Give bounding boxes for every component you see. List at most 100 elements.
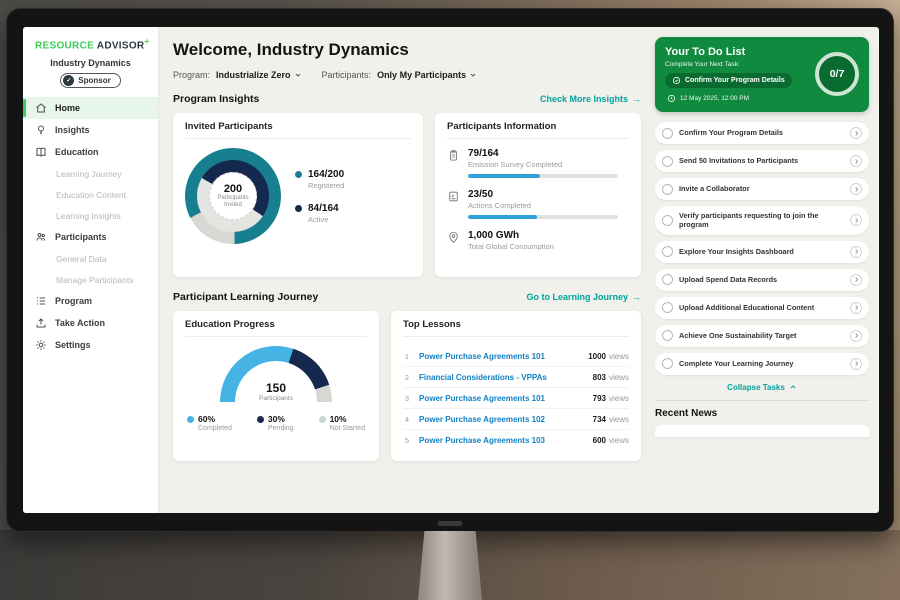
arrow-right-icon: → bbox=[632, 94, 641, 104]
chevron-right-icon[interactable] bbox=[850, 183, 862, 195]
info-value: 23/50 bbox=[468, 189, 494, 200]
task-list: Confirm Your Program Details Send 50 Inv… bbox=[655, 122, 869, 375]
task-label: Complete Your Learning Journey bbox=[679, 359, 794, 369]
chevron-right-icon[interactable] bbox=[850, 245, 862, 258]
task-checkbox[interactable] bbox=[662, 183, 673, 195]
sidebar-item-label: Manage Participants bbox=[56, 274, 134, 285]
collapse-tasks-button[interactable]: Collapse Tasks bbox=[655, 383, 869, 392]
task-label: Explore Your Insights Dashboard bbox=[679, 247, 794, 257]
chevron-right-icon[interactable] bbox=[850, 127, 862, 139]
recent-news-card-partial bbox=[655, 424, 869, 437]
chevron-right-icon[interactable] bbox=[850, 301, 862, 314]
task-send-invitations[interactable]: Send 50 Invitations to Participants bbox=[655, 150, 869, 172]
lesson-views: 793 views bbox=[592, 393, 629, 403]
task-label: Upload Additional Educational Content bbox=[679, 303, 815, 313]
sidebar-item-participants[interactable]: Participants bbox=[23, 226, 158, 248]
todo-subtitle: Complete Your Next Task: bbox=[665, 61, 740, 68]
global-consumption-row: 1,000 GWh Total Global Consumption bbox=[447, 230, 629, 256]
chevron-right-icon[interactable] bbox=[850, 329, 862, 342]
lesson-link[interactable]: Power Purchase Agreements 101 bbox=[419, 393, 545, 403]
sidebar-item-settings[interactable]: Settings bbox=[23, 334, 158, 356]
task-achieve-sustainability-target[interactable]: Achieve One Sustainability Target bbox=[655, 324, 869, 347]
sidebar-item-education-content[interactable]: Education Content bbox=[23, 184, 158, 205]
invited-participants-card: Invited Participants 200 Participants In… bbox=[173, 113, 423, 277]
link-label: Go to Learning Journey bbox=[526, 292, 628, 302]
task-checkbox[interactable] bbox=[662, 330, 673, 342]
program-filter-dropdown[interactable]: Industrialize Zero bbox=[216, 70, 302, 80]
sidebar: RESOURCE ADVISOR+ Industry Dynamics ✓ Sp… bbox=[23, 27, 159, 513]
task-checkbox[interactable] bbox=[662, 302, 673, 314]
sidebar-item-home[interactable]: Home bbox=[23, 97, 158, 120]
lesson-link[interactable]: Financial Considerations - VPPAs bbox=[419, 372, 547, 382]
sidebar-item-take-action[interactable]: Take Action bbox=[23, 312, 158, 334]
chevron-right-icon[interactable] bbox=[850, 155, 862, 167]
task-verify-participants[interactable]: Verify participants requesting to join t… bbox=[655, 206, 869, 235]
legend-value: 30% bbox=[267, 414, 285, 424]
task-checkbox[interactable] bbox=[662, 214, 673, 226]
donut-center-value: 200 bbox=[223, 182, 243, 195]
chevron-right-icon[interactable] bbox=[850, 357, 862, 370]
participants-information-card: Participants Information 79/164 Emission… bbox=[435, 113, 641, 277]
participants-filter-dropdown[interactable]: Only My Participants bbox=[377, 70, 477, 80]
sidebar-item-education[interactable]: Education bbox=[23, 141, 158, 163]
lesson-row: 1 Power Purchase Agreements 101 1000 view… bbox=[403, 346, 629, 367]
chevron-right-icon[interactable] bbox=[850, 273, 862, 286]
program-filter-value: Industrialize Zero bbox=[216, 70, 291, 80]
task-invite-collaborator[interactable]: Invite a Collaborator bbox=[655, 178, 869, 200]
task-upload-educational-content[interactable]: Upload Additional Educational Content bbox=[655, 296, 869, 319]
lesson-link[interactable]: Power Purchase Agreements 101 bbox=[419, 351, 545, 361]
legend-value: 164/200 bbox=[308, 168, 345, 180]
task-checkbox[interactable] bbox=[662, 127, 673, 139]
sidebar-item-label: Learning Insights bbox=[56, 210, 121, 221]
task-label: Verify participants requesting to join t… bbox=[679, 211, 819, 230]
gauge-center: 150 Participants bbox=[220, 381, 332, 402]
legend-dot-completed bbox=[187, 416, 194, 423]
lesson-views: 600 views bbox=[592, 436, 629, 445]
legend-value: 84/164 bbox=[308, 202, 339, 214]
legend-label: Active bbox=[308, 214, 329, 224]
sidebar-item-label: Take Action bbox=[55, 318, 106, 329]
sidebar-item-label: Settings bbox=[55, 340, 91, 351]
task-confirm-program-details[interactable]: Confirm Your Program Details bbox=[655, 122, 869, 144]
task-explore-insights[interactable]: Explore Your Insights Dashboard bbox=[655, 240, 869, 263]
legend-label: Completed bbox=[198, 425, 232, 432]
go-to-learning-journey-link[interactable]: Go to Learning Journey → bbox=[526, 292, 641, 302]
task-complete-learning-journey[interactable]: Complete Your Learning Journey bbox=[655, 352, 869, 375]
monitor-bezel: RESOURCE ADVISOR+ Industry Dynamics ✓ Sp… bbox=[6, 8, 894, 532]
lesson-link[interactable]: Power Purchase Agreements 103 bbox=[419, 436, 545, 445]
sidebar-item-learning-insights[interactable]: Learning Insights bbox=[23, 205, 158, 226]
task-checkbox[interactable] bbox=[662, 246, 673, 258]
lesson-row: 4 Power Purchase Agreements 102 734 views bbox=[403, 409, 629, 430]
task-upload-spend-data[interactable]: Upload Spend Data Records bbox=[655, 268, 869, 291]
dashboard-screen: RESOURCE ADVISOR+ Industry Dynamics ✓ Sp… bbox=[23, 27, 879, 513]
sidebar-item-learning-journey[interactable]: Learning Journey bbox=[23, 163, 158, 184]
todo-next-task[interactable]: Confirm Your Program Details bbox=[665, 73, 792, 88]
home-icon bbox=[35, 102, 47, 114]
sponsor-label: Sponsor bbox=[78, 76, 111, 86]
lesson-link[interactable]: Power Purchase Agreements 102 bbox=[419, 414, 545, 424]
top-lessons-card: Top Lessons 1 Power Purchase Agreements … bbox=[391, 311, 641, 461]
sponsor-icon: ✓ bbox=[63, 75, 75, 87]
legend-value: 60% bbox=[198, 414, 216, 424]
sidebar-item-general-data[interactable]: General Data bbox=[23, 248, 158, 269]
bulb-icon bbox=[35, 124, 47, 136]
sidebar-item-manage-participants[interactable]: Manage Participants bbox=[23, 269, 158, 290]
chevron-right-icon[interactable] bbox=[850, 214, 862, 227]
task-checkbox[interactable] bbox=[662, 358, 673, 370]
card-title: Participants Information bbox=[447, 121, 629, 139]
link-label: Check More Insights bbox=[539, 94, 628, 104]
sidebar-item-program[interactable]: Program bbox=[23, 290, 158, 312]
check-more-insights-link[interactable]: Check More Insights → bbox=[540, 94, 641, 104]
task-label: Confirm Your Program Details bbox=[679, 128, 783, 138]
program-filter-label: Program: bbox=[173, 70, 211, 80]
lesson-rank: 4 bbox=[404, 414, 410, 424]
task-checkbox[interactable] bbox=[662, 274, 673, 286]
logo-plus: + bbox=[144, 37, 150, 46]
sidebar-item-insights[interactable]: Insights bbox=[23, 119, 158, 141]
location-pin-icon bbox=[447, 231, 460, 244]
card-title: Invited Participants bbox=[185, 121, 411, 139]
info-value: 79/164 bbox=[468, 148, 499, 159]
lesson-views: 803 views bbox=[592, 372, 629, 382]
task-checkbox[interactable] bbox=[662, 155, 673, 167]
todo-next-task-label: Confirm Your Program Details bbox=[685, 77, 785, 84]
